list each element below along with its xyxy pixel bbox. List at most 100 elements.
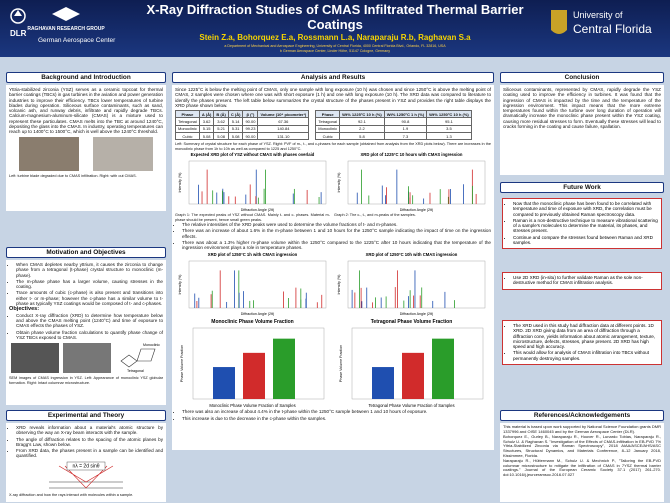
plot-frame bbox=[347, 261, 486, 309]
axis-label: Phase Volume Fraction bbox=[180, 345, 184, 382]
equation-box bbox=[66, 461, 106, 470]
bragg-diagram: nλ = 2d sinθ bbox=[49, 461, 123, 489]
bullet: Use 2D XRD (in-situ) to further validate… bbox=[513, 275, 658, 286]
table-row: Monoclinic 2.2 1.9 3.5 bbox=[315, 124, 472, 134]
header-cell: β (°) bbox=[242, 110, 259, 119]
bullet: The relative intensities of the XRD peak… bbox=[182, 222, 491, 227]
section-heading: References/Acknowledgements bbox=[500, 410, 664, 421]
bullet-list: Conduct X-ray diffraction (XRD) to deter… bbox=[9, 313, 163, 340]
affiliation: b German Aerospace Center, Linder Höhe, … bbox=[279, 49, 390, 53]
table-cell: 131.10 bbox=[257, 132, 310, 141]
table-cell: Monoclinic bbox=[175, 124, 200, 134]
xrd-plot: XRD plot of 1250°C 10h with CMAS ingress… bbox=[334, 251, 489, 318]
table-cell: 5.08 bbox=[213, 132, 229, 141]
bullet: The XRD used in this study had diffracti… bbox=[513, 323, 658, 349]
header: DLR RAGHAVAN RESEARCH GROUP German Aeros… bbox=[0, 0, 670, 57]
table-cell: 5.14 bbox=[227, 117, 244, 126]
header-cell: Wt% 1250°C 10 h (%) bbox=[426, 110, 472, 119]
ucf-emblem bbox=[551, 10, 567, 34]
bullet: There was also an increase of about 4.4%… bbox=[182, 409, 491, 414]
axis-label: Diffraction Angle (2θ) bbox=[400, 312, 434, 316]
table-row: Tetragonal 92.1 90.8 95.1 bbox=[315, 117, 472, 126]
plot-frame bbox=[347, 160, 486, 205]
label: Monoclinic bbox=[143, 343, 160, 347]
bullet: XRD reveals information about a material… bbox=[16, 425, 163, 436]
tables: Phase A (Å) B (Å) C (Å) β (°) Volume (10⁶ pic… bbox=[175, 110, 491, 141]
bullet-list: The XRD used in this study had diffracti… bbox=[506, 323, 658, 361]
chart-caption: Monoclinic Phase Volume Fraction of Samp… bbox=[209, 403, 295, 408]
plot-title: Tetragonal Phase Volume Fraction bbox=[371, 319, 453, 325]
table-cell: 90.8 bbox=[383, 117, 428, 126]
plot-title: XRD plot of 1250°C 1h with CMAS ingressi… bbox=[208, 252, 298, 257]
axis-label: Diffraction Angle (2θ) bbox=[241, 312, 275, 316]
label: Tetragonal bbox=[127, 369, 144, 373]
table-cell: 3.5 bbox=[426, 124, 472, 134]
bullet-list: There was also an increase of about 4.4%… bbox=[175, 409, 491, 421]
paragraph: This material is based upon work support… bbox=[503, 424, 661, 434]
table: Phase Wt% 1225°C 10 h (%) Wt% 1250°C 1 h (… bbox=[315, 110, 472, 141]
left-logos: DLR RAGHAVAN RESEARCH GROUP German Aeros… bbox=[10, 7, 116, 44]
header-cell: C (Å) bbox=[227, 110, 244, 119]
table-cell: 5.21 bbox=[213, 124, 229, 134]
table-header-row: Phase Wt% 1225°C 10 h (%) Wt% 1250°C 1 h (… bbox=[315, 110, 472, 119]
header-cell: Wt% 1225°C 10 h (%) bbox=[339, 110, 385, 119]
header-cell: Phase bbox=[175, 110, 200, 119]
table-row: Tetragonal 3.62 3.62 5.14 90.00 67.36 bbox=[175, 117, 310, 126]
header-cell: Wt% 1250°C 1 h (%) bbox=[383, 110, 428, 119]
table-cell: Tetragonal bbox=[315, 117, 341, 126]
photo bbox=[93, 136, 153, 171]
future-box: The XRD used in this study had diffracti… bbox=[502, 320, 662, 366]
table-cell: Cubic bbox=[315, 132, 341, 141]
axis-label: Diffraction Angle (2θ) bbox=[241, 208, 275, 212]
bullet: Now that the monoclinic phase has been f… bbox=[513, 201, 658, 217]
bar-shape bbox=[213, 367, 235, 400]
dlr-emblem bbox=[10, 8, 26, 24]
title: X-Ray Diffraction Studies of CMAS Infilt… bbox=[146, 2, 524, 32]
xrd-plot: XRD plot of 1250°C 1h with CMAS ingressi… bbox=[175, 251, 330, 318]
paragraph: Since 1225°C is below the melting point … bbox=[175, 87, 491, 108]
sem-images: Tetragonal Monoclinic bbox=[11, 343, 160, 374]
caption: Graph 1: The expected peaks of YSZ witho… bbox=[175, 213, 330, 222]
axis-label: Intensity (%) bbox=[337, 173, 341, 193]
future-box: Now that the monoclinic phase has been f… bbox=[502, 198, 662, 250]
table-cell: 5.08 bbox=[227, 132, 244, 141]
plot-row: Expected XRD plot of YSZ without CMAS wi… bbox=[175, 151, 491, 214]
bullet: Conduct X-ray diffraction (XRD) to deter… bbox=[16, 313, 163, 329]
axis-label: Intensity (%) bbox=[178, 173, 182, 193]
xrd-plot: Expected XRD plot of YSZ without CMAS wi… bbox=[175, 151, 330, 214]
bar-shape bbox=[372, 367, 394, 400]
bullet-list: Now that the monoclinic phase has been f… bbox=[506, 201, 658, 245]
reference: Bohorquez E., Gurley B., Naraparaju R., … bbox=[503, 434, 661, 458]
table-cell: 95.1 bbox=[426, 117, 472, 126]
table-cell: Tetragonal bbox=[175, 117, 200, 126]
caption: Graph 2: The c-, t-, and m-peaks of the … bbox=[334, 213, 416, 218]
plot-bg bbox=[175, 151, 330, 214]
ray bbox=[58, 465, 114, 489]
bar-chart: Tetragonal Phase Volume Fraction Phase Vo… bbox=[334, 317, 489, 410]
equation: nλ = 2d sinθ bbox=[72, 463, 99, 469]
bullet: The m-phase phase has a larger volume, c… bbox=[16, 279, 163, 290]
axis-label: Intensity (%) bbox=[337, 275, 341, 295]
table-row: Cubic 5.8 7.3 1.3 bbox=[315, 132, 472, 141]
bullet: This increase is due to the decrease in … bbox=[182, 416, 491, 421]
table-cell: 5.08 bbox=[198, 132, 215, 141]
bar-shape bbox=[243, 353, 265, 400]
table-cell: 90.00 bbox=[242, 132, 259, 141]
table-row: Cubic 5.08 5.08 5.08 90.00 131.10 bbox=[175, 132, 310, 141]
bullet: There was about a 1.3% higher m-phase vo… bbox=[182, 240, 491, 251]
logo-text: Central Florida bbox=[573, 22, 652, 36]
table-row: Monoclinic 5.15 5.21 5.31 99.23 140.84 bbox=[175, 124, 310, 134]
future-box: Use 2D XRD (in-situ) to further validate… bbox=[502, 272, 662, 290]
table-cell: 1.9 bbox=[383, 124, 428, 134]
section-heading: Experimental and Theory bbox=[6, 410, 166, 421]
photo bbox=[63, 343, 111, 374]
plot-bg bbox=[175, 251, 330, 318]
bullet: Raman is a non-destructive technique to … bbox=[513, 218, 658, 234]
axis-label: Diffraction Angle (2θ) bbox=[400, 208, 434, 212]
section-text: This material is based upon work support… bbox=[500, 423, 664, 502]
header-cell: Volume (10⁶ picometer³) bbox=[257, 110, 310, 119]
table-header-row: Phase A (Å) B (Å) C (Å) β (°) Volume (10⁶ pic… bbox=[175, 110, 310, 119]
table-cell: 99.23 bbox=[242, 124, 259, 134]
bullet-list: Use 2D XRD (in-situ) to further validate… bbox=[506, 275, 658, 286]
